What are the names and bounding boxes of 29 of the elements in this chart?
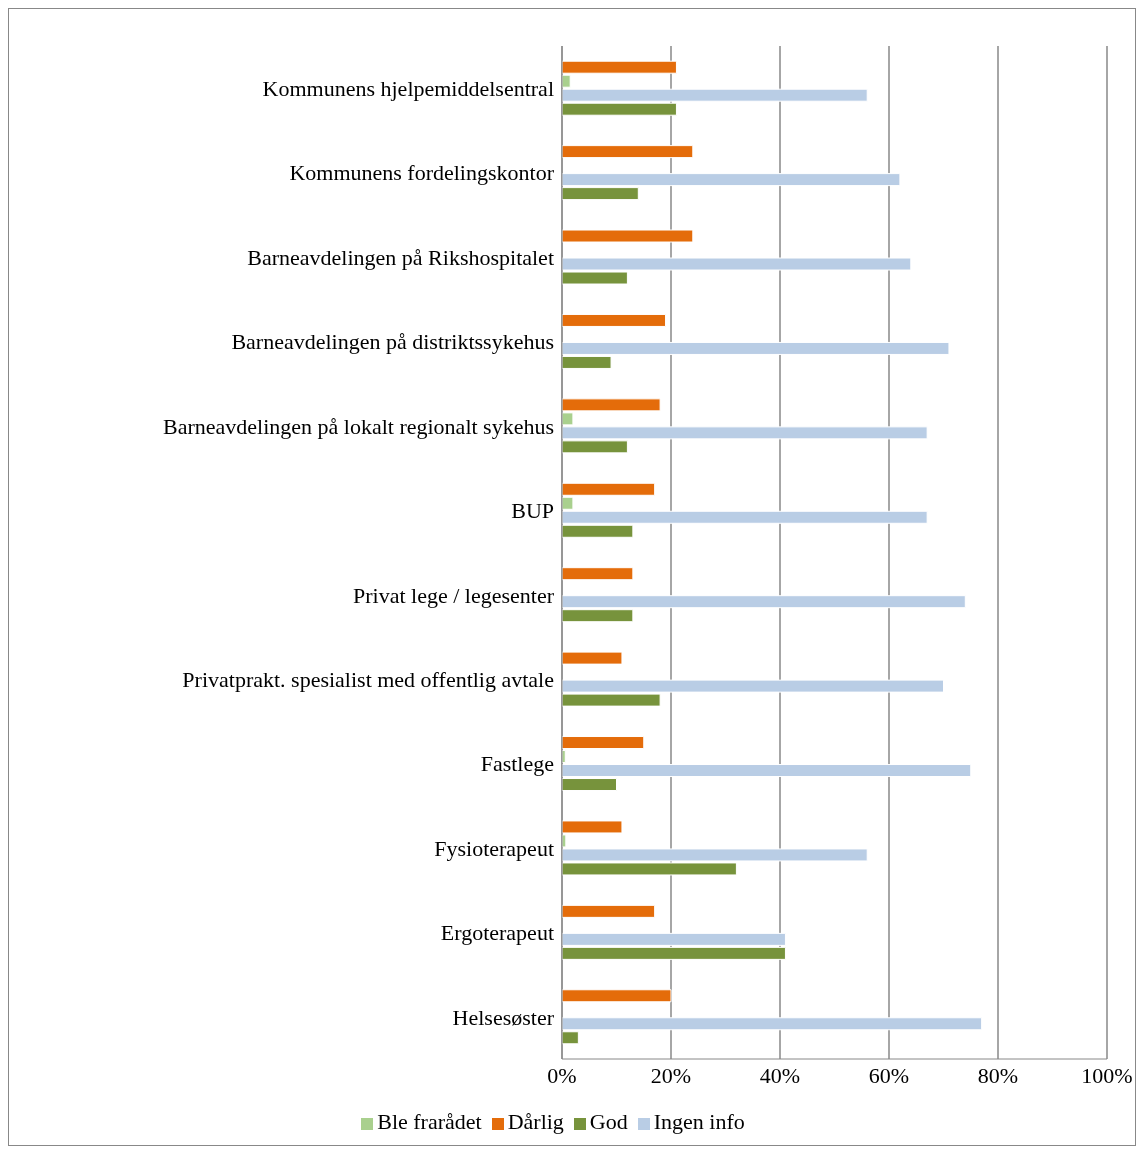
x-tick-label: 20% <box>650 1062 692 1088</box>
x-tick-label: 80% <box>977 1062 1019 1088</box>
bar <box>562 145 694 159</box>
y-tick-label: Fastlege <box>480 751 554 777</box>
x-tick-label: 0% <box>547 1062 577 1088</box>
legend-label: God <box>589 1109 628 1134</box>
y-tick-label: Helsesøster <box>452 1004 555 1030</box>
y-tick-label: BUP <box>511 498 554 524</box>
bar <box>562 313 667 327</box>
y-tick-label: Kommunens fordelingskontor <box>289 160 555 186</box>
x-tick-label: 100% <box>1081 1062 1133 1088</box>
y-tick-label: Barneavdelingen på lokalt regionalt sykehus <box>163 413 554 439</box>
bar <box>562 651 623 665</box>
bar <box>562 904 656 918</box>
bar <box>562 567 634 581</box>
y-tick-label: Privat lege / legesenter <box>353 582 555 608</box>
legend-label: Ingen info <box>653 1109 745 1134</box>
y-tick-label: Privatprakt. spesialist med offentlig avtale <box>182 666 554 692</box>
bar <box>562 229 694 243</box>
legend-label: Dårlig <box>507 1109 564 1134</box>
bar <box>562 989 672 1003</box>
legend-label: Ble frarådet <box>377 1109 482 1134</box>
x-tick-label: 40% <box>759 1062 801 1088</box>
y-tick-label: Barneavdelingen på Rikshospitalet <box>247 244 554 270</box>
y-tick-label: Fysioterapeut <box>434 835 554 861</box>
y-tick-label: Kommunens hjelpemiddelsentral <box>262 76 554 102</box>
x-tick-label: 60% <box>868 1062 910 1088</box>
y-tick-label: Barneavdelingen på distriktssykehus <box>231 329 554 355</box>
y-tick-label: Ergoterapeut <box>440 920 554 946</box>
